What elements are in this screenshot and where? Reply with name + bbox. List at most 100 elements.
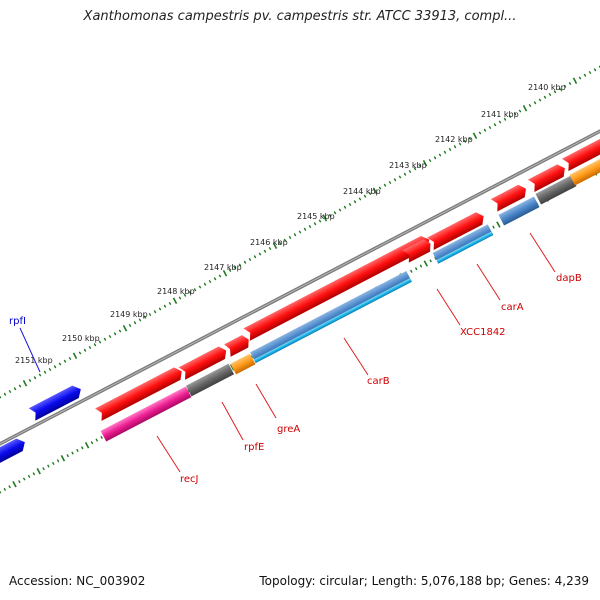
ruler-major-tick: [72, 352, 78, 359]
ruler-minor-tick: [58, 362, 62, 366]
gene-arrow-XCC1842-upper[interactable]: [402, 237, 433, 263]
ruler-minor-tick: [409, 269, 413, 273]
ruler-minor-tick: [318, 219, 322, 223]
kbp-label: 2148 kbp: [157, 287, 195, 296]
ruler-minor-tick: [538, 98, 542, 102]
ruler-major-tick: [172, 297, 178, 304]
ruler-minor-tick: [414, 267, 418, 271]
cds-recJ[interactable]: [100, 386, 192, 442]
ruler-minor-tick: [76, 448, 79, 453]
ruler-minor-tick: [268, 246, 272, 251]
gene-label-rpfE[interactable]: rpfE: [244, 442, 264, 453]
ruler-minor-tick: [313, 222, 317, 226]
gene-label-XCC1842[interactable]: XCC1842: [460, 327, 506, 338]
ruler-minor-tick: [388, 180, 392, 185]
gene-arrow-carA-upper[interactable]: [427, 210, 487, 251]
gene-arrow-recJ-upper[interactable]: [95, 365, 185, 421]
gene-arrow-rpfI-left[interactable]: [0, 436, 28, 471]
gene-arrow-rpfI[interactable]: [28, 383, 84, 421]
ruler-minor-tick: [492, 225, 495, 229]
ruler-minor-tick: [118, 329, 122, 333]
gene-arrow-upper-8[interactable]: [527, 162, 568, 192]
gene-arrow-rpfE-upper[interactable]: [178, 344, 230, 380]
ruler-minor-tick: [218, 274, 222, 278]
gene-arrow-carB-upper[interactable]: [243, 233, 432, 341]
ruler-major-tick: [122, 325, 128, 332]
ruler-minor-tick: [71, 451, 74, 455]
ruler-minor-tick: [213, 277, 217, 281]
cds-carA[interactable]: [432, 224, 494, 264]
ruler-minor-tick: [93, 343, 97, 347]
kbp-label: 2141 kbp: [481, 110, 519, 119]
ruler-minor-tick: [353, 200, 357, 204]
ruler-minor-tick: [408, 169, 412, 174]
ruler-minor-tick: [28, 378, 32, 383]
gene-arrow-greA-upper[interactable]: [224, 333, 252, 357]
cds-greA[interactable]: [230, 353, 256, 375]
ruler-minor-tick: [563, 84, 567, 88]
gene-label-carA[interactable]: carA: [501, 302, 524, 313]
ruler-minor-tick: [228, 268, 232, 273]
genome-backbone: [0, 129, 600, 446]
ruler-major-tick: [84, 442, 90, 449]
ruler-minor-tick: [463, 139, 467, 143]
ruler-minor-tick: [80, 446, 84, 450]
ruler-minor-tick: [593, 68, 597, 72]
ruler-minor-tick: [233, 266, 237, 270]
ruler-minor-tick: [583, 73, 587, 77]
ruler-minor-tick: [48, 367, 52, 372]
ruler-minor-tick: [483, 128, 487, 132]
ruler-minor-tick: [18, 384, 22, 388]
gene-arrow-upper-9[interactable]: [561, 127, 600, 172]
ruler-minor-tick: [363, 194, 367, 198]
ruler-major-tick: [422, 160, 428, 167]
ruler-minor-tick: [398, 175, 402, 179]
ruler-minor-tick: [3, 392, 7, 396]
gene-label-recJ[interactable]: recJ: [180, 474, 199, 485]
ruler-minor-tick: [378, 186, 382, 190]
ruler-minor-tick: [263, 249, 267, 253]
ruler-minor-tick: [22, 477, 26, 481]
gene-label-rpfI[interactable]: rpfI: [9, 316, 26, 327]
ruler-minor-tick: [468, 136, 472, 141]
ruler-minor-tick: [558, 87, 562, 91]
ruler-minor-tick: [133, 321, 137, 325]
kbp-label: 2150 kbp: [62, 334, 100, 343]
ruler-minor-tick: [358, 197, 362, 201]
map-title: Xanthomonas campestris pv. campestris st…: [83, 9, 517, 24]
ruler-minor-tick: [403, 172, 407, 176]
ruler-minor-tick: [208, 279, 212, 284]
cds-orange-right[interactable]: [569, 151, 600, 186]
topology-text: Topology: circular; Length: 5,076,188 bp…: [259, 574, 589, 588]
gene-label-greA[interactable]: greA: [277, 424, 300, 435]
gene-label-dapB[interactable]: dapB: [556, 273, 582, 284]
ruler-minor-tick: [38, 373, 42, 377]
ruler-minor-tick: [528, 103, 532, 108]
kbp-label: 2147 kbp: [204, 263, 242, 272]
cds-dapB[interactable]: [498, 196, 540, 226]
cds-carB[interactable]: [250, 271, 412, 363]
ruler-minor-tick: [513, 112, 517, 116]
ruler-minor-tick: [188, 290, 192, 295]
ruler-minor-tick: [56, 459, 60, 463]
ruler-minor-tick: [32, 472, 36, 476]
ruler-minor-tick: [553, 90, 557, 94]
ruler-minor-tick: [18, 480, 21, 484]
gene-arrow-dapB-upper[interactable]: [490, 182, 529, 212]
ruler-minor-tick: [508, 114, 512, 119]
kbp-label: 2143 kbp: [389, 161, 427, 170]
ruler-minor-tick: [368, 191, 372, 196]
cds-gray-right[interactable]: [535, 175, 577, 205]
ruler-major-tick: [12, 481, 17, 488]
ruler-minor-tick: [578, 76, 582, 80]
ruler-minor-tick: [493, 123, 497, 127]
ruler-minor-tick: [3, 487, 7, 491]
ruler-minor-tick: [13, 387, 17, 391]
gene-label-carB[interactable]: carB: [367, 376, 390, 387]
ruler-minor-tick: [308, 224, 312, 229]
ruler-minor-tick: [153, 310, 157, 314]
ruler-minor-tick: [383, 183, 387, 187]
cds-rpfE[interactable]: [185, 363, 235, 397]
ruler-minor-tick: [438, 153, 442, 157]
